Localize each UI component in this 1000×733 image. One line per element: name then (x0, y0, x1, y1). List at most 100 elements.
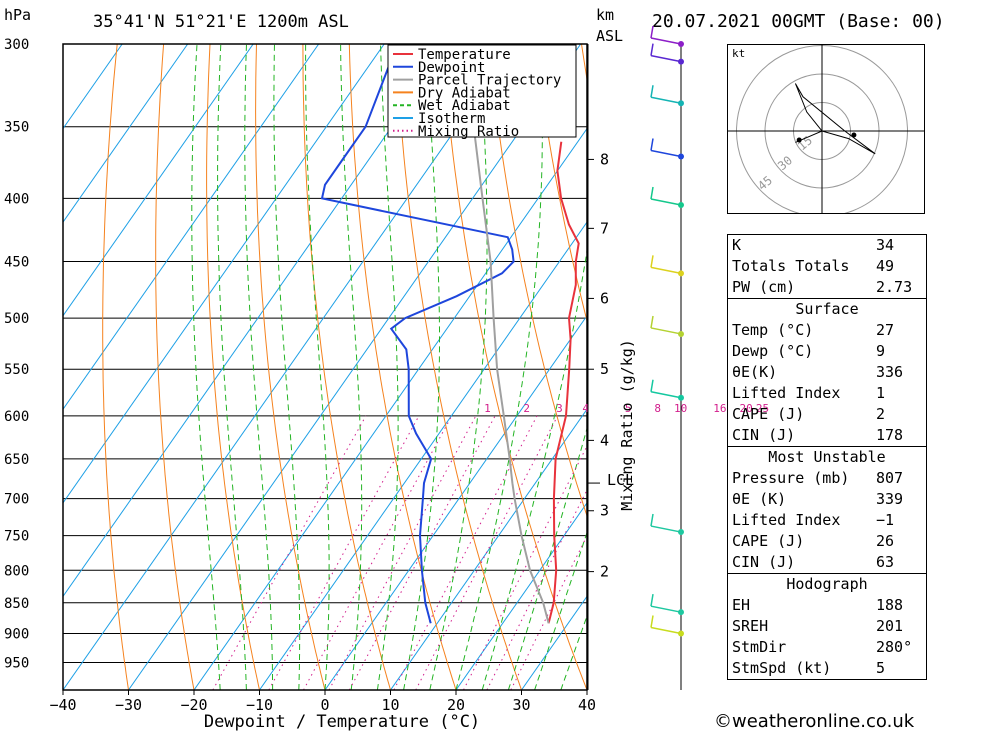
most-unstable-row-4: CIN (J) 63 (727, 552, 927, 574)
dry-adiabat (302, 44, 391, 690)
pressure-tick-label-700: 700 (4, 492, 29, 508)
surface-row-2-label: θE(K) (727, 362, 872, 383)
legend-entry-5: Isotherm (418, 111, 485, 127)
surface-row-4-label: CAPE (J) (727, 404, 872, 425)
most-unstable-row-1-label: θE (K) (727, 489, 872, 510)
most-unstable-row-3-value: 26 (872, 531, 927, 552)
height-tick-label-7: 7 (600, 219, 609, 237)
mixing-ratio-line-10 (415, 415, 559, 690)
dry-adiabat (348, 44, 457, 690)
hodograph-storm-dot (851, 132, 857, 138)
surface-row-0: Temp (°C) 27 (727, 320, 927, 341)
surface-row-3-label: Lifted Index (727, 383, 872, 404)
most-unstable-row-2: Lifted Index −1 (727, 510, 927, 531)
hodograph-header-text: Hodograph (727, 573, 927, 595)
surface-row-3: Lifted Index 1 (727, 383, 927, 404)
pressure-tick-label-800: 800 (4, 563, 29, 579)
most-unstable-row-2-label: Lifted Index (727, 510, 872, 531)
hodograph-ring-label-15: 15 (795, 133, 815, 153)
wind-barb-flag-9 (650, 594, 654, 607)
hodograph-row-0-value: 188 (872, 595, 927, 616)
wind-dot-1 (678, 58, 684, 65)
hodograph-header: Hodograph (727, 573, 927, 595)
surface-row-3-value: 1 (872, 383, 927, 404)
x-tick-label-20: 20 (447, 696, 465, 714)
hodograph-row-3-value: 5 (872, 658, 927, 680)
index-row-1-label: Totals Totals (727, 256, 872, 277)
most-unstable-row-3: CAPE (J) 26 (727, 531, 927, 552)
surface-row-4: CAPE (J) 2 (727, 404, 927, 425)
most-unstable-row-0: Pressure (mb) 807 (727, 468, 927, 489)
pressure-tick-label-600: 600 (4, 409, 29, 425)
hodograph-row-3-label: StmSpd (kt) (727, 658, 872, 680)
most-unstable-header-text: Most Unstable (727, 446, 927, 468)
footer-credit: ©weatheronline.co.uk (714, 711, 915, 732)
dry-adiabat (102, 44, 129, 690)
wind-barb-flag-3 (650, 138, 654, 151)
dry-adiabat (441, 44, 587, 690)
dry-adiabat (155, 44, 195, 690)
wet-adiabat (507, 426, 587, 690)
mixing-ratio-label-16: 16 (713, 402, 726, 415)
height-tick-label-3: 3 (600, 502, 609, 520)
pressure-tick-label-950: 950 (4, 655, 29, 671)
mixing-ratio-label-1: 1 (484, 402, 491, 415)
index-row-2-value: 2.73 (872, 277, 927, 299)
index-row-0-label: K (727, 234, 872, 256)
wind-barb-shaft-0 (650, 37, 682, 45)
most-unstable-row-0-label: Pressure (mb) (727, 468, 872, 489)
wind-barb-shaft-8 (650, 525, 682, 533)
wind-barb-flag-5 (650, 255, 654, 268)
legend-entry-3: Dry Adiabat (418, 85, 511, 101)
dry-adiabat (534, 44, 587, 323)
surface-row-5: CIN (J) 178 (727, 425, 927, 447)
wind-barb-shaft-7 (650, 390, 682, 399)
legend-box (387, 44, 577, 138)
location-title: 35°41'N 51°21'E 1200m ASL (93, 12, 349, 32)
surface-row-2: θE(K) 336 (727, 362, 927, 383)
x-axis-label: Dewpoint / Temperature (°C) (204, 712, 480, 732)
mixing-ratio-axis-label: Mixing Ratio (g/kg) (618, 339, 636, 511)
surface-row-1: Dewp (°C) 9 (727, 341, 927, 362)
x-tick-label--20: −20 (180, 696, 207, 714)
most-unstable-row-1: θE (K) 339 (727, 489, 927, 510)
x-tick-label-10: 10 (381, 696, 399, 714)
isotherm--50 (63, 44, 451, 598)
wet-adiabat (191, 44, 221, 690)
mixing-ratio-label-5: 5 (625, 402, 632, 415)
wind-barb-shaft-6 (650, 327, 682, 335)
pressure-tick-label-850: 850 (4, 596, 29, 612)
wind-barb-flag-4 (650, 186, 654, 200)
pressure-tick-label-350: 350 (4, 120, 29, 136)
hodograph-row-1-label: SREH (727, 616, 872, 637)
datetime-title: 20.07.2021 00GMT (Base: 00) (652, 11, 945, 32)
wet-adiabat (403, 44, 440, 690)
isotherm--10 (259, 221, 587, 690)
most-unstable-row-4-value: 63 (872, 552, 927, 574)
lcl-label: LCL (607, 471, 634, 489)
wind-barb-shaft-5 (650, 266, 682, 275)
height-tick-label-4: 4 (600, 431, 609, 449)
wet-adiabat (244, 44, 274, 690)
pressure-tick-label-500: 500 (4, 311, 29, 327)
wind-barb-flag-8 (650, 513, 654, 527)
hodograph-trace (794, 83, 876, 155)
height-ref: ASL (596, 27, 623, 45)
hodograph-row-2-value: 280° (872, 637, 927, 658)
height-tick-label-6: 6 (600, 289, 609, 307)
x-tick-label-0: 0 (320, 696, 329, 714)
wind-barb-flag-10 (650, 615, 654, 628)
pressure-tick-label-900: 900 (4, 626, 29, 642)
height-tick-label-8: 8 (600, 150, 609, 168)
isotherm-20 (455, 501, 587, 690)
most-unstable-row-3-label: CAPE (J) (727, 531, 872, 552)
surface-header: Surface (727, 298, 927, 320)
mixing-ratio-label-2: 2 (523, 402, 530, 415)
wet-adiabat (273, 44, 301, 690)
series-parcel-trajectory (461, 44, 550, 624)
isotherm--80 (63, 44, 254, 317)
x-tick-label--40: −40 (49, 696, 76, 714)
wet-adiabat (560, 614, 587, 690)
index-row-2-label: PW (cm) (727, 277, 872, 299)
